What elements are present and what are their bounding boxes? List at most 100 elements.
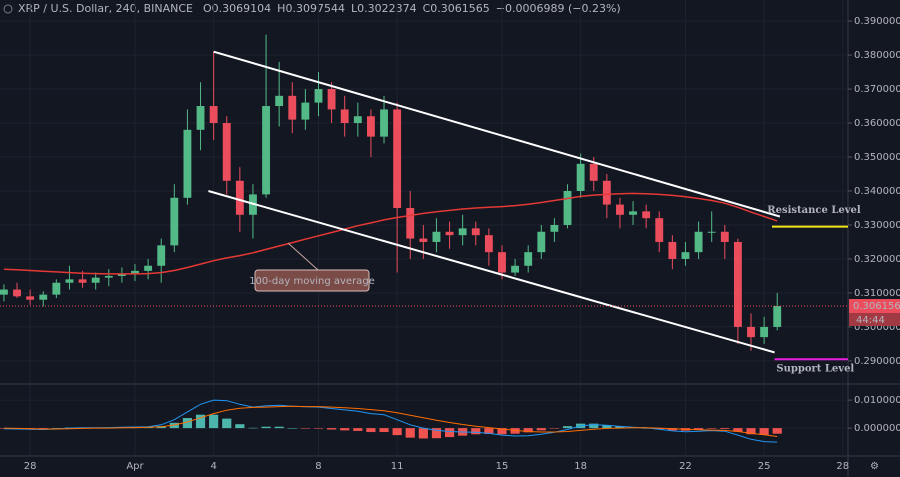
candle-body — [26, 296, 35, 300]
candle-body — [707, 231, 716, 233]
candle-body — [65, 279, 74, 283]
candle-body — [52, 282, 61, 295]
macd-histogram-bar — [720, 428, 730, 429]
support-label: Support Level — [776, 364, 854, 375]
candle-body — [655, 218, 664, 242]
candle-body — [393, 109, 402, 208]
macd-histogram-bar — [523, 428, 533, 433]
candle-body — [301, 102, 310, 120]
macd-histogram-bar — [366, 428, 376, 433]
macd-histogram-bar — [510, 428, 520, 434]
candle-body — [511, 265, 520, 273]
candle-body — [13, 289, 21, 297]
candle-body — [419, 238, 428, 242]
y-tick-label: 0.0100000 — [854, 395, 900, 406]
macd-histogram-bar — [431, 428, 442, 439]
macd-histogram-bar — [484, 428, 494, 434]
candle-body — [458, 228, 467, 236]
resistance-label: Resistance Level — [767, 205, 861, 216]
candle-body — [445, 231, 454, 236]
macd-histogram-bar — [536, 428, 546, 431]
candle-body — [537, 231, 546, 253]
trend-line — [208, 190, 775, 354]
last-price-box — [849, 299, 900, 314]
x-tick-label: 8 — [315, 461, 321, 472]
ohlc-key: H — [277, 2, 285, 15]
macd-histogram-bar — [195, 414, 206, 429]
macd-histogram-bar — [772, 428, 782, 434]
annotation-pointer — [287, 242, 319, 271]
macd-histogram-bar — [274, 426, 284, 429]
macd-histogram-bar — [248, 427, 258, 429]
candle-body — [131, 270, 139, 275]
macd-histogram-bar — [143, 427, 153, 429]
candle-body — [484, 235, 493, 253]
candle-body — [366, 116, 375, 137]
macd-histogram-bar — [654, 428, 664, 430]
moving-average — [3, 192, 778, 275]
macd-histogram-bar — [209, 414, 219, 429]
candle-body — [668, 241, 677, 259]
candle-body — [642, 211, 651, 219]
macd-histogram-bar — [222, 418, 232, 429]
candle-body — [262, 106, 270, 195]
candle-body — [380, 109, 388, 137]
candle-body — [733, 241, 742, 327]
x-tick-label: 15 — [496, 461, 509, 472]
ohlc-key: L — [351, 2, 358, 15]
candle-body — [524, 252, 533, 266]
candle-body — [314, 89, 323, 103]
chart-title: XRP / U.S. Dollar, 240, BINANCE — [18, 2, 193, 15]
candle-body — [773, 306, 782, 327]
candle-body — [0, 289, 8, 295]
candle-body — [340, 109, 349, 124]
macd-histogram-bar — [471, 428, 481, 435]
last-price-label: 0.3061565 — [853, 301, 900, 312]
candle-body — [327, 89, 336, 110]
candle-body — [432, 231, 441, 242]
macd-histogram-bar — [602, 425, 612, 429]
macd-histogram-bar — [261, 426, 271, 429]
macd-histogram-bar — [733, 428, 743, 432]
candle-body — [694, 231, 703, 253]
candle-body — [222, 123, 231, 181]
macd-histogram-bar — [615, 426, 625, 429]
macd-histogram-bar — [418, 428, 428, 439]
macd-histogram-bar — [38, 428, 48, 429]
candle-body — [550, 224, 559, 232]
candle-body — [144, 265, 153, 271]
x-tick-label: 4 — [210, 461, 216, 472]
macd-histogram-bar — [641, 428, 651, 429]
settings-icon[interactable]: ⚙ — [870, 461, 879, 472]
macd-histogram-bar — [379, 428, 389, 433]
candle-body — [406, 207, 415, 239]
macd-histogram-bar — [51, 428, 61, 429]
candle-body — [471, 228, 480, 236]
macd-histogram-bar — [549, 428, 559, 429]
macd-histogram-bar — [353, 428, 363, 431]
x-tick-label: 22 — [679, 461, 692, 472]
macd-histogram-bar — [405, 428, 415, 438]
signal-line — [3, 405, 778, 437]
candle-body — [288, 95, 297, 120]
annotation-box — [254, 269, 370, 292]
macd-histogram-bar — [497, 428, 507, 435]
ohlc-value: 0.3022374 — [357, 2, 417, 15]
candle-body — [157, 245, 166, 266]
price-change: −0.0006989 (−0.23%) — [496, 2, 621, 15]
macd-histogram-bar — [759, 428, 769, 435]
candle-body — [196, 106, 205, 130]
candle-body — [681, 252, 690, 259]
candle-body — [747, 326, 755, 338]
annotation-text: 100-day moving average — [249, 276, 375, 287]
candle-body — [629, 211, 637, 215]
macd-histogram-bar — [693, 428, 704, 430]
